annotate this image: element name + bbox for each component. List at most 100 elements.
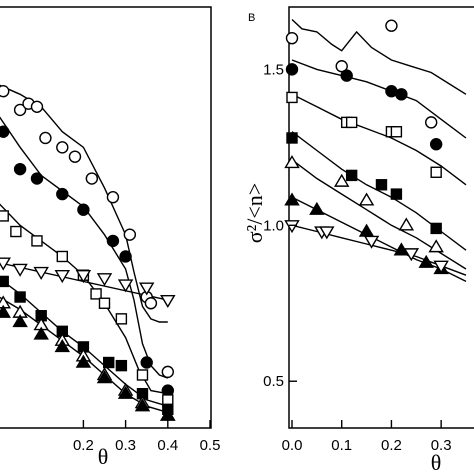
data-point-open-circle xyxy=(106,191,120,204)
data-point-filled-circle xyxy=(395,88,408,101)
data-point-filled-triangle-up xyxy=(117,385,134,399)
data-point-filled-square xyxy=(375,179,388,191)
data-point-open-triangle-up xyxy=(428,239,444,253)
data-point-filled-circle xyxy=(140,356,153,369)
data-point-filled-circle xyxy=(56,187,69,201)
data-point-filled-circle xyxy=(340,69,353,82)
data-point-filled-triangle-up xyxy=(54,339,71,353)
x-tick-label: 0.4 xyxy=(157,437,178,454)
data-point-filled-circle xyxy=(429,138,443,151)
data-point-open-circle xyxy=(285,31,299,45)
data-point-open-circle xyxy=(385,19,398,32)
data-point-open-triangle-up xyxy=(358,192,375,206)
x-tick-label: 0.2 xyxy=(73,437,94,454)
panel-a: 0.2 0.3 0.4 0.5 θ xyxy=(0,6,220,469)
panel-a-x-axis: 0.2 0.3 0.4 0.5 xyxy=(73,420,220,454)
data-point-filled-square xyxy=(286,132,298,144)
panel-a-frame xyxy=(0,6,212,429)
panel-a-markers xyxy=(0,85,176,421)
data-point-filled-circle xyxy=(119,250,132,263)
data-point-open-circle xyxy=(425,116,438,129)
data-point-open-triangle-down xyxy=(75,269,92,284)
data-point-open-triangle-down xyxy=(284,220,300,234)
data-point-open-triangle-down xyxy=(117,279,134,293)
data-point-open-square xyxy=(56,250,68,263)
data-point-open-circle xyxy=(123,228,137,241)
panel-b-x-axis: 0.0 0.1 0.2 0.3 xyxy=(282,420,452,454)
data-point-open-square xyxy=(136,369,149,381)
x-tick-label: 0.3 xyxy=(115,437,136,454)
data-point-open-circle xyxy=(56,141,69,154)
data-point-open-square xyxy=(31,235,43,247)
data-point-open-square xyxy=(115,313,128,325)
data-point-open-triangle-down xyxy=(138,282,155,296)
curve-line xyxy=(291,59,467,139)
data-point-open-square xyxy=(162,394,174,406)
data-point-filled-square xyxy=(0,275,9,288)
data-point-filled-triangle-up xyxy=(418,254,434,268)
data-point-open-circle xyxy=(144,297,158,310)
data-point-filled-circle xyxy=(106,234,120,248)
panel-b-curves xyxy=(291,18,467,283)
data-point-open-triangle-up xyxy=(398,217,415,231)
panel-b-y-axis: 0.5 1.0 1.5 xyxy=(263,61,297,390)
panel-a-x-axis-title: θ xyxy=(98,444,109,469)
data-point-filled-triangle-up xyxy=(75,354,92,368)
data-point-open-square xyxy=(90,288,102,300)
data-point-filled-triangle-up xyxy=(309,201,325,215)
panel-b-y-axis-title: σ²/<n> xyxy=(242,183,267,243)
data-point-filled-circle xyxy=(13,162,27,176)
data-point-filled-circle xyxy=(77,203,90,216)
curve-line xyxy=(291,18,467,95)
data-point-open-triangle-down xyxy=(433,260,449,274)
curve-line xyxy=(291,93,467,186)
panel-b-markers xyxy=(284,19,449,275)
data-point-open-circle xyxy=(39,131,52,145)
curve-line xyxy=(0,116,169,379)
data-point-open-triangle-down xyxy=(160,294,176,309)
data-point-open-square xyxy=(345,116,358,129)
data-point-filled-circle xyxy=(0,125,10,138)
data-point-open-square xyxy=(286,91,298,104)
data-point-filled-triangle-up xyxy=(358,223,375,237)
data-point-filled-square xyxy=(115,359,128,372)
data-point-open-circle xyxy=(85,172,99,185)
panel-b: B 0.0 0.1 0.2 0.3 0.5 1.0 1.5 σ²/<n> θ xyxy=(242,6,474,474)
data-point-filled-triangle-up xyxy=(0,304,11,318)
y-tick-label: 1.5 xyxy=(263,61,284,78)
data-point-open-triangle-down xyxy=(0,257,11,271)
data-point-filled-square xyxy=(103,356,115,369)
data-point-open-square xyxy=(98,297,111,309)
data-point-filled-triangle-up xyxy=(12,314,28,328)
data-point-filled-square xyxy=(430,222,442,235)
y-tick-label: 0.5 xyxy=(263,373,284,390)
data-point-open-circle xyxy=(335,60,348,73)
data-point-open-triangle-down xyxy=(12,263,28,277)
data-point-filled-square xyxy=(14,291,26,303)
data-point-filled-circle xyxy=(30,172,44,185)
x-tick-label: 0.3 xyxy=(431,437,452,454)
data-point-open-triangle-down xyxy=(54,269,71,284)
x-tick-label: 0.1 xyxy=(331,437,352,454)
data-point-filled-triangle-up xyxy=(33,326,49,340)
data-point-open-triangle-up xyxy=(333,173,350,187)
data-point-filled-square xyxy=(345,169,358,182)
data-point-open-triangle-down xyxy=(33,266,49,280)
data-point-open-circle xyxy=(0,85,10,98)
data-point-filled-triangle-up xyxy=(134,398,151,412)
data-point-open-square xyxy=(0,210,9,222)
panel-b-x-axis-title: θ xyxy=(431,450,442,474)
data-point-open-triangle-down xyxy=(403,248,420,262)
x-tick-label: 0.2 xyxy=(381,437,402,454)
data-point-open-circle xyxy=(30,100,44,113)
data-point-open-circle xyxy=(68,150,82,163)
data-point-filled-square xyxy=(390,188,403,200)
y-tick-label: 1.0 xyxy=(263,217,284,234)
data-point-open-square xyxy=(390,126,403,138)
data-point-open-triangle-down xyxy=(363,235,380,249)
panel-b-frame xyxy=(288,6,474,429)
x-tick-label: 0.0 xyxy=(282,437,303,454)
data-point-open-triangle-down xyxy=(96,273,113,287)
data-point-filled-triangle-up xyxy=(96,370,113,384)
